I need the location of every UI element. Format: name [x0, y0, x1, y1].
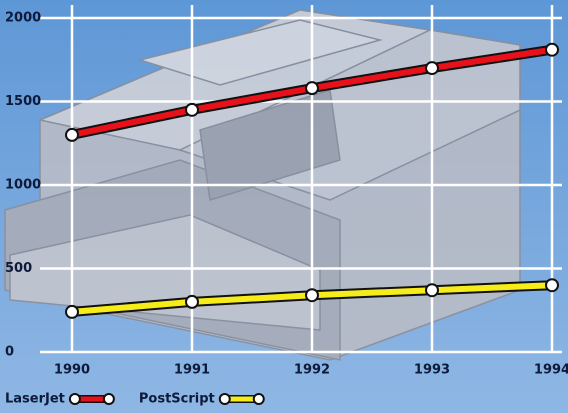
legend-label: LaserJet — [5, 392, 65, 407]
x-tick-label: 1990 — [54, 363, 90, 378]
y-tick-label: 500 — [5, 261, 32, 276]
data-point — [65, 127, 79, 142]
legend-swatch-point — [252, 393, 265, 405]
legend: LaserJet PostScript — [5, 392, 265, 407]
legend-label: PostScript — [139, 392, 215, 407]
x-tick-label: 1992 — [294, 363, 330, 378]
data-point — [65, 304, 79, 319]
data-point — [425, 61, 439, 76]
data-point — [305, 81, 319, 96]
y-tick-label: 2000 — [5, 11, 41, 26]
legend-swatch-point — [102, 393, 115, 405]
y-tick-label: 1500 — [5, 94, 41, 109]
data-point — [545, 42, 559, 57]
legend-swatch-point — [218, 393, 231, 405]
data-point — [185, 294, 199, 309]
y-tick-label: 0 — [5, 345, 14, 360]
data-point — [305, 288, 319, 303]
legend-swatch-point — [68, 393, 81, 405]
data-point — [185, 102, 199, 117]
data-point — [545, 278, 559, 293]
y-tick-label: 1000 — [5, 178, 41, 193]
x-tick-label: 1993 — [414, 363, 450, 378]
data-point — [425, 283, 439, 298]
x-tick-label: 1991 — [174, 363, 210, 378]
x-tick-label: 1994 — [534, 363, 568, 378]
